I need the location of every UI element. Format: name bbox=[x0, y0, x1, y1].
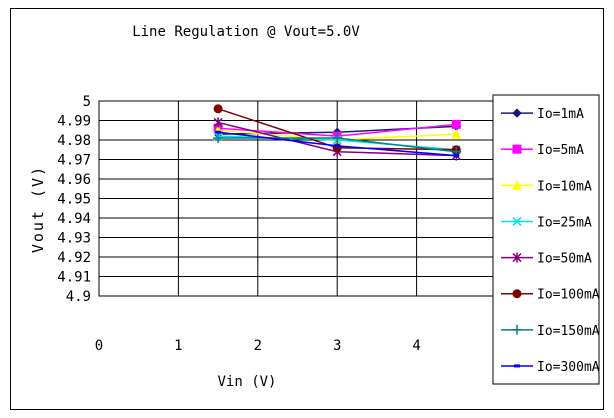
legend-label: Io=100mA bbox=[537, 288, 600, 303]
y-tick-label: 4.92 bbox=[57, 250, 91, 266]
x-tick-label: 2 bbox=[254, 338, 262, 354]
y-axis-label: Vout (V) bbox=[29, 165, 47, 253]
chart-frame: Line Regulation @ Vout=5.0V Vin (V) Vout… bbox=[10, 8, 604, 410]
legend-label: Io=5mA bbox=[537, 143, 584, 158]
y-tick-label: 4.91 bbox=[57, 270, 91, 286]
y-tick-label: 4.96 bbox=[57, 172, 91, 188]
data-point bbox=[215, 131, 221, 134]
x-tick-label: 1 bbox=[174, 338, 182, 354]
data-point bbox=[334, 144, 340, 147]
y-tick-label: 4.9 bbox=[66, 289, 91, 305]
chart-svg: Line Regulation @ Vout=5.0V Vin (V) Vout… bbox=[11, 9, 605, 411]
data-point bbox=[452, 120, 460, 128]
data-point bbox=[453, 154, 459, 157]
x-tick-label: 0 bbox=[95, 338, 103, 354]
legend-swatch-marker bbox=[514, 364, 520, 367]
y-tick-label: 4.97 bbox=[57, 153, 91, 169]
chart-title: Line Regulation @ Vout=5.0V bbox=[132, 24, 360, 40]
legend-label: Io=1mA bbox=[537, 107, 584, 122]
legend-label: Io=150mA bbox=[537, 324, 600, 339]
legend-swatch-marker bbox=[513, 290, 521, 298]
legend-swatch-marker bbox=[513, 145, 521, 153]
legend-label: Io=10mA bbox=[537, 179, 592, 194]
legend-label: Io=300mA bbox=[537, 360, 600, 375]
y-tick-label: 5 bbox=[83, 94, 91, 110]
legend-label: Io=50mA bbox=[537, 252, 592, 267]
legend: Io=1mA Io=5mA Io=10mA Io=25mA Io=50mA Io=100m… bbox=[493, 95, 600, 384]
y-tick-label: 4.94 bbox=[57, 211, 91, 227]
y-tick-label: 4.99 bbox=[57, 114, 91, 130]
plot-layer: 4.9 4.91 4.92 4.93 4.94 4.95 4.96 4.97 4.98 4.99 5… bbox=[57, 94, 500, 354]
data-point bbox=[214, 105, 222, 113]
x-axis-label: Vin (V) bbox=[217, 374, 276, 390]
x-tick-label: 3 bbox=[333, 338, 341, 354]
x-tick-label: 4 bbox=[412, 338, 420, 354]
legend-box bbox=[493, 95, 599, 384]
legend-label: Io=25mA bbox=[537, 215, 592, 230]
y-tick-label: 4.98 bbox=[57, 133, 91, 149]
y-tick-label: 4.95 bbox=[57, 192, 91, 208]
y-tick-label: 4.93 bbox=[57, 231, 91, 247]
